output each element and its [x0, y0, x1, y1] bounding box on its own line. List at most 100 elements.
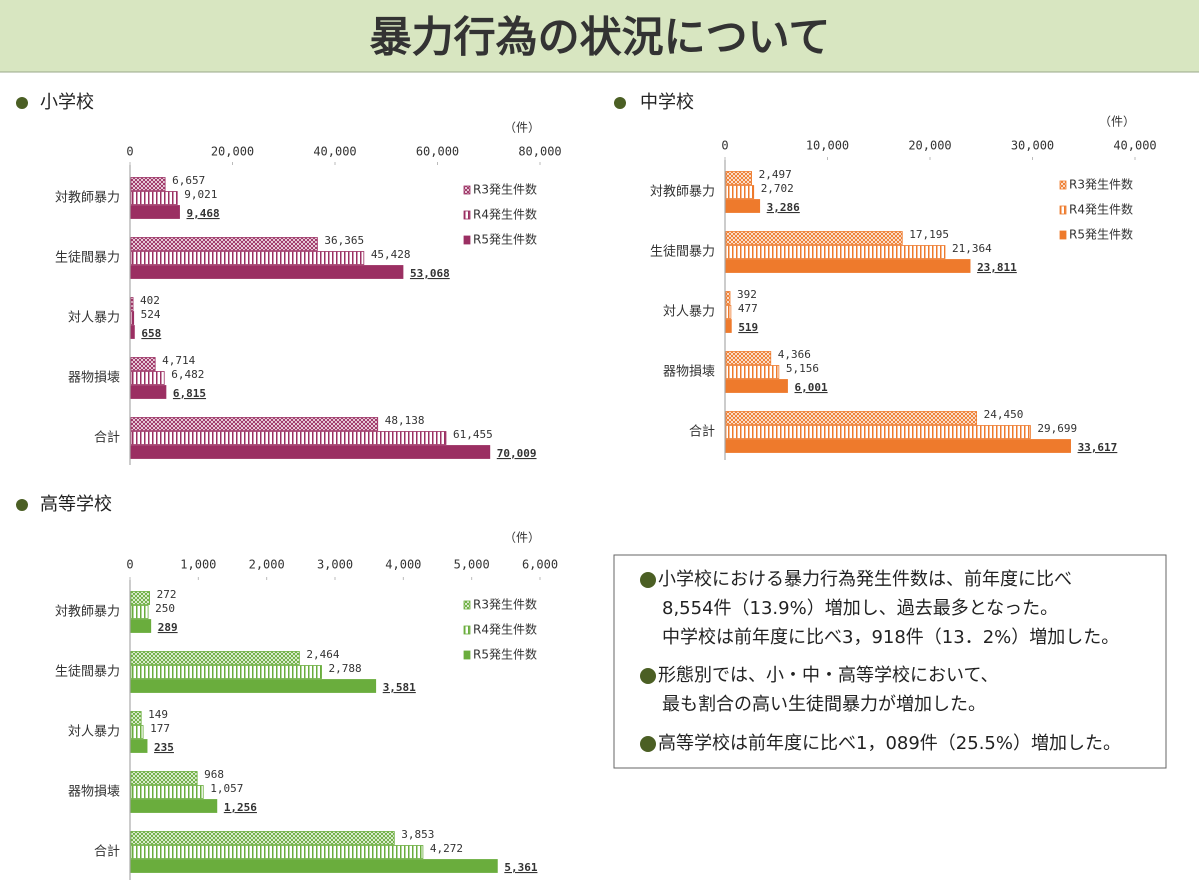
bar: [130, 799, 218, 813]
x-tick-label: 10,000: [806, 139, 849, 153]
value-label: 3,581: [383, 681, 416, 694]
category-label: 合計: [689, 424, 715, 440]
legend-label: R3発生件数: [1069, 177, 1133, 192]
category-label: 合計: [94, 844, 120, 860]
chart-title: 中学校: [640, 92, 694, 113]
bar: [725, 305, 732, 319]
x-tick-label: 1,000: [180, 558, 216, 572]
legend-label: R5発生件数: [473, 647, 537, 662]
bar: [725, 231, 903, 245]
value-label: 658: [141, 327, 161, 340]
legend-label: R5発生件数: [473, 232, 537, 247]
category-label: 対教師暴力: [55, 604, 120, 620]
bar: [130, 371, 165, 385]
value-label: 9,021: [184, 188, 217, 201]
value-label: 477: [738, 302, 758, 315]
note-bullet: [640, 572, 656, 588]
bar: [725, 411, 978, 425]
bar: [725, 245, 946, 259]
value-label: 61,455: [453, 428, 493, 441]
x-tick-label: 40,000: [1113, 139, 1156, 153]
bar: [130, 251, 365, 265]
value-label: 177: [150, 722, 170, 735]
value-label: 9,468: [187, 207, 220, 220]
value-label: 6,482: [171, 368, 204, 381]
note-bullet: [640, 736, 656, 752]
value-label: 33,617: [1078, 441, 1118, 454]
bar: [725, 379, 788, 393]
bar: [130, 771, 198, 785]
value-label: 6,815: [173, 387, 206, 400]
bar: [130, 237, 318, 251]
value-label: 5,361: [504, 861, 537, 874]
bar: [130, 311, 135, 325]
value-label: 2,464: [306, 648, 339, 661]
section-bullet: [16, 97, 28, 109]
category-label: 生徒間暴力: [55, 665, 120, 680]
bar: [130, 417, 379, 431]
bar: [130, 191, 178, 205]
value-label: 392: [737, 288, 757, 301]
legend-label: R3発生件数: [473, 597, 537, 612]
bar: [130, 739, 148, 753]
summary-line: 中学校は前年度に比べ3，918件（13．2%）増加した。: [662, 627, 1119, 648]
value-label: 402: [140, 294, 160, 307]
legend-swatch: [463, 650, 471, 660]
value-label: 2,788: [329, 662, 362, 675]
x-tick-label: 6,000: [522, 558, 558, 572]
bar: [130, 845, 424, 859]
section-bullet: [614, 97, 626, 109]
legend-swatch: [1059, 230, 1067, 240]
note-bullet: [640, 668, 656, 684]
summary-line: 小学校における暴力行為発生件数は、前年度に比べ: [658, 569, 1072, 590]
section-bullet: [16, 499, 28, 511]
category-label: 生徒間暴力: [55, 251, 120, 266]
category-label: 器物損壊: [663, 365, 715, 380]
bar: [725, 185, 755, 199]
legend-label: R4発生件数: [473, 207, 537, 222]
value-label: 45,428: [371, 248, 411, 261]
bar: [725, 291, 731, 305]
value-label: 1,256: [224, 801, 257, 814]
x-tick-label: 20,000: [211, 145, 254, 159]
x-tick-label: 4,000: [385, 558, 421, 572]
axis-unit: （件）: [1099, 115, 1135, 129]
axis-unit: （件）: [504, 531, 540, 545]
x-tick-label: 0: [126, 558, 133, 572]
value-label: 3,853: [401, 828, 434, 841]
category-label: 対教師暴力: [650, 184, 715, 200]
bar: [130, 605, 149, 619]
bar: [130, 357, 156, 371]
value-label: 2,497: [759, 168, 792, 181]
value-label: 4,272: [430, 842, 463, 855]
bar: [130, 831, 395, 845]
x-tick-label: 0: [126, 145, 133, 159]
bar: [130, 297, 134, 311]
value-label: 21,364: [952, 242, 992, 255]
bar: [725, 171, 752, 185]
bar: [130, 385, 167, 399]
bar: [725, 425, 1031, 439]
value-label: 3,286: [767, 201, 800, 214]
x-tick-label: 60,000: [416, 145, 459, 159]
value-label: 70,009: [497, 447, 537, 460]
header-band: [0, 0, 1199, 72]
value-label: 48,138: [385, 414, 425, 427]
summary-line: 最も割合の高い生徒間暴力が増加した。: [662, 694, 986, 715]
legend-label: R4発生件数: [473, 622, 537, 637]
bar: [130, 431, 447, 445]
summary-line: 形態別では、小・中・高等学校において、: [658, 665, 999, 686]
x-tick-label: 3,000: [317, 558, 353, 572]
category-label: 器物損壊: [68, 785, 120, 800]
value-label: 2,702: [761, 182, 794, 195]
category-label: 対人暴力: [663, 305, 715, 320]
summary-line: 8,554件（13.9%）増加し、過去最多となった。: [662, 598, 1058, 619]
category-label: 器物損壊: [68, 371, 120, 386]
value-label: 6,001: [795, 381, 828, 394]
page-title: 暴力行為の状況について: [370, 13, 831, 62]
legend-label: R4発生件数: [1069, 202, 1133, 217]
value-label: 4,366: [778, 348, 811, 361]
legend-swatch: [1059, 180, 1067, 190]
value-label: 23,811: [977, 261, 1017, 274]
bar: [130, 785, 204, 799]
